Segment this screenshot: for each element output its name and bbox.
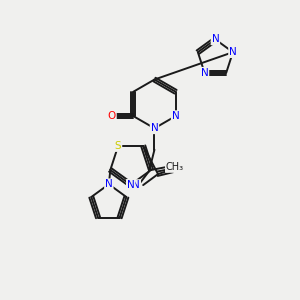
- Text: H: H: [129, 182, 136, 193]
- Text: O: O: [107, 111, 116, 121]
- Text: N: N: [172, 111, 179, 121]
- Text: N: N: [151, 123, 158, 133]
- Text: N: N: [229, 47, 237, 57]
- Text: O: O: [176, 162, 184, 172]
- Text: N: N: [127, 180, 135, 190]
- Text: N: N: [212, 34, 219, 44]
- Text: N: N: [105, 179, 113, 189]
- Text: N: N: [133, 180, 140, 190]
- Text: CH₃: CH₃: [166, 162, 184, 172]
- Text: S: S: [115, 141, 122, 151]
- Text: N: N: [201, 68, 208, 78]
